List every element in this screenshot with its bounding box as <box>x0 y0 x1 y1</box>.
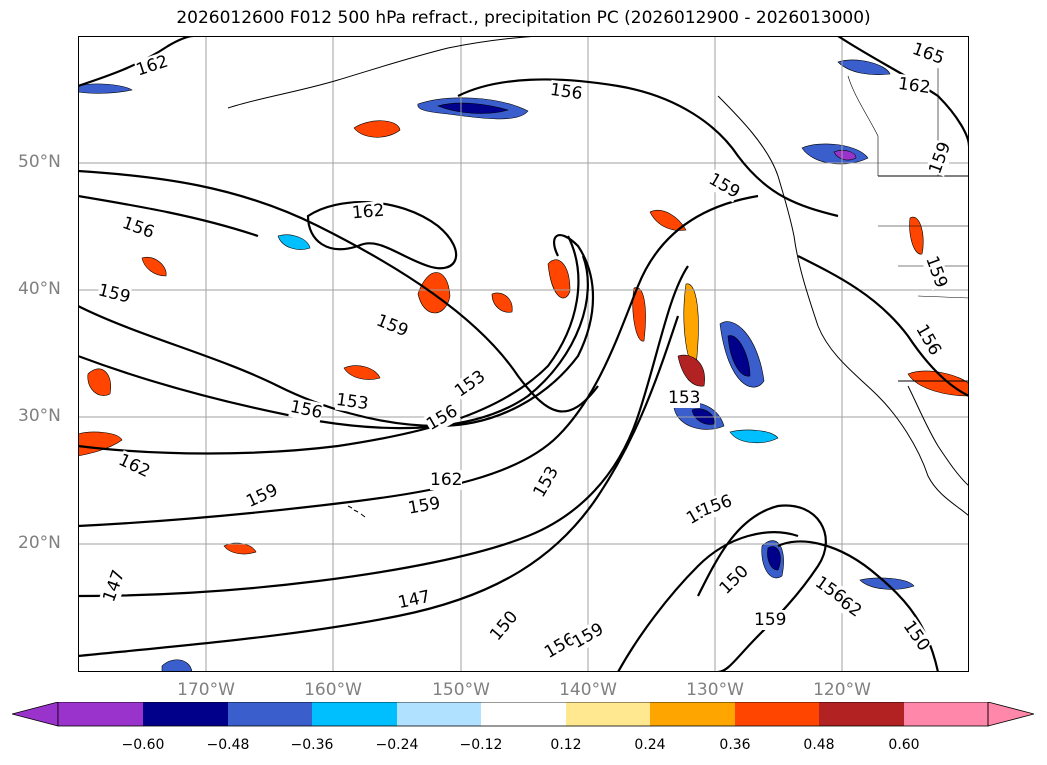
lon-label-140w: 140°W <box>559 680 617 700</box>
colorbar-tick-label: −0.60 <box>121 737 165 753</box>
contour-line <box>78 315 680 658</box>
contour-line <box>837 36 969 147</box>
precip-negative-area <box>437 102 510 114</box>
precip-positive-area <box>141 256 167 277</box>
lat-label-20n: 20°N <box>18 533 61 553</box>
contour-label: 162 <box>430 470 463 490</box>
precip-positive-area <box>87 368 111 396</box>
colorbar-bin <box>143 702 228 726</box>
contour-line <box>78 194 759 528</box>
map-canvas <box>78 36 969 672</box>
precip-negative-area <box>767 546 781 571</box>
contour-label: 153 <box>668 388 701 408</box>
lon-label-120w: 120°W <box>813 680 871 700</box>
colorbar-bin <box>735 702 819 726</box>
precip-positive-area <box>491 292 513 313</box>
colorbar-tick-label: 0.48 <box>803 737 835 753</box>
colorbar-bin <box>566 702 650 726</box>
contour-line <box>697 504 827 672</box>
coastline-west-us <box>793 235 969 517</box>
colorbar-tick-label: 0.60 <box>888 737 920 753</box>
colorbar-bin <box>228 702 312 726</box>
coastline-alaska <box>227 36 539 109</box>
precipitation-shading <box>78 59 969 672</box>
contour-line <box>78 235 580 455</box>
precip-positive-area <box>78 431 123 457</box>
contour-line <box>797 255 969 397</box>
lon-label-130w: 130°W <box>686 680 744 700</box>
colorbar-tick-label: 0.24 <box>634 737 666 753</box>
precip-positive-area <box>223 542 257 555</box>
colorbar-tick-label: −0.12 <box>459 737 503 753</box>
precip-negative-area <box>78 83 133 94</box>
precip-positive-area <box>649 210 687 231</box>
colorbar-bin <box>58 702 143 726</box>
contour-label: 159 <box>754 610 787 630</box>
contour-line <box>78 36 194 88</box>
colorbar-tick-label: 0.36 <box>719 737 751 753</box>
colorbar-tick-label: −0.24 <box>375 737 419 753</box>
lon-label-150w: 150°W <box>432 680 490 700</box>
map-background <box>78 36 969 672</box>
coastline-baja <box>907 385 969 487</box>
map-border <box>78 36 969 672</box>
precip-positive-area <box>907 370 969 397</box>
lat-label-30n: 30°N <box>18 406 61 426</box>
precip-positive-area <box>353 120 401 138</box>
contour-line <box>617 531 799 672</box>
contour-line <box>457 78 839 218</box>
precip-negative-area <box>837 59 891 75</box>
colorbar-tick-label: −0.36 <box>290 737 334 753</box>
lon-label-160w: 160°W <box>304 680 362 700</box>
precip-positive-area <box>632 287 646 342</box>
colorbar-bin <box>397 702 481 726</box>
colorbar-bin <box>312 702 397 726</box>
contour-line <box>78 265 689 598</box>
refractivity-contours <box>78 36 969 672</box>
lat-label-40n: 40°N <box>18 279 61 299</box>
precip-negative-area <box>161 659 193 672</box>
colorbar-outline <box>57 702 989 727</box>
colorbar-extend-low <box>12 702 59 727</box>
contour-line <box>78 194 259 238</box>
lon-label-170w: 170°W <box>177 680 235 700</box>
colorbar-bin <box>650 702 735 726</box>
precip-negative-area <box>727 335 751 377</box>
map-panel: 162 156 156 159 162 159 159 156 153 153 … <box>78 36 969 672</box>
precip-positive-area <box>677 354 705 387</box>
precip-negative-area <box>833 150 857 161</box>
precip-positive-area <box>547 259 571 299</box>
contour-line <box>78 255 589 430</box>
precip-negative-area <box>729 429 779 444</box>
colorbar-bin <box>481 702 566 726</box>
colorbar-bin <box>819 702 904 726</box>
lat-label-50n: 50°N <box>18 152 61 172</box>
colorbar-extend-high <box>987 702 1034 727</box>
precip-positive-area <box>909 216 924 255</box>
island-hawaii <box>347 505 366 518</box>
colorbar-tick-label: 0.12 <box>550 737 582 753</box>
coastline-canada <box>717 95 795 237</box>
precip-positive-area <box>343 365 381 380</box>
contour-line <box>78 169 599 413</box>
colorbar-tick-label: −0.48 <box>206 737 250 753</box>
colorbar <box>12 702 1034 727</box>
colorbar-bin <box>904 702 988 726</box>
precip-negative-area <box>277 234 311 250</box>
contour-line <box>78 234 594 428</box>
precip-positive-area <box>417 272 451 314</box>
figure-title: 2026012600 F012 500 hPa refract., precip… <box>176 8 871 28</box>
